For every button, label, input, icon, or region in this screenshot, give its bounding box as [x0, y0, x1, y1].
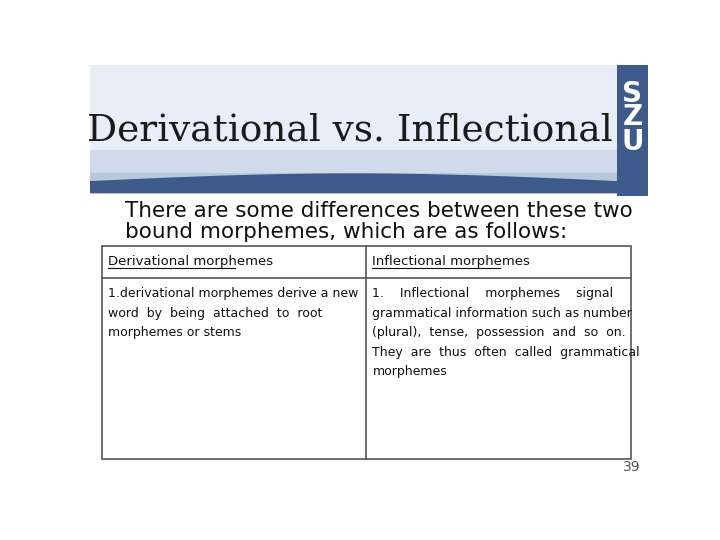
Text: Inflectional morphemes: Inflectional morphemes [372, 255, 531, 268]
Text: Derivational morphemes: Derivational morphemes [108, 255, 273, 268]
Bar [90, 65, 617, 173]
Polygon shape [90, 173, 617, 193]
Bar [90, 65, 617, 150]
Bar [90, 65, 617, 195]
Text: 1.derivational morphemes derive a new
word  by  being  attached  to  root
morphe: 1.derivational morphemes derive a new wo… [108, 287, 359, 339]
Polygon shape [90, 184, 617, 481]
Text: 1.    Inflectional    morphemes    signal
grammatical information such as number: 1. Inflectional morphemes signal grammat… [372, 287, 640, 379]
Text: Z: Z [622, 103, 642, 131]
Text: Derivational vs. Inflectional: Derivational vs. Inflectional [86, 112, 613, 148]
Text: S: S [623, 80, 642, 108]
Bar [102, 246, 631, 459]
Text: 39: 39 [623, 461, 640, 475]
Text: There are some differences between these two: There are some differences between these… [125, 201, 633, 221]
Text: U: U [621, 128, 644, 156]
Bar [617, 65, 648, 195]
Text: bound morphemes, which are as follows:: bound morphemes, which are as follows: [125, 222, 567, 242]
